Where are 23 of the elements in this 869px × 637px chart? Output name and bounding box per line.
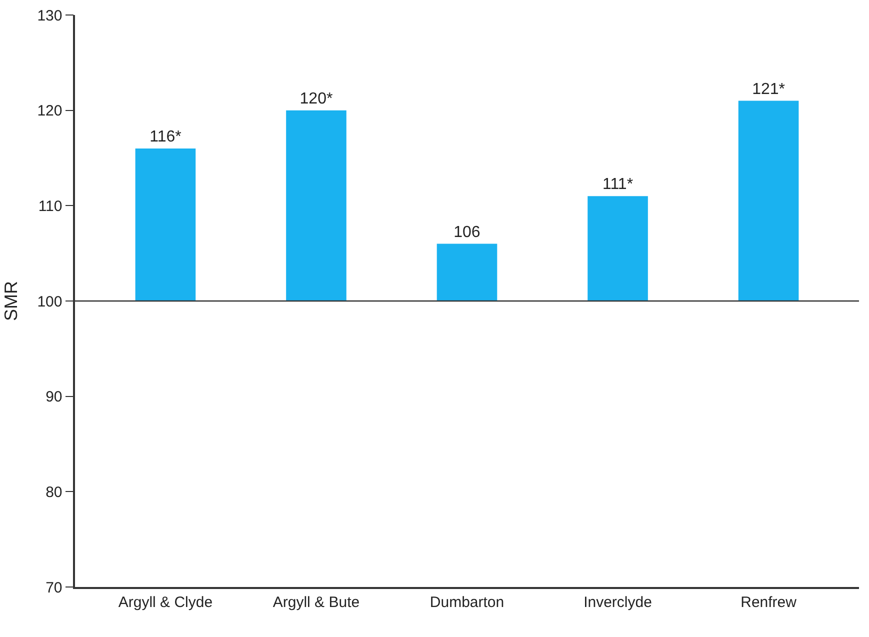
y-tick-label: 120 — [37, 102, 62, 120]
y-tick-label: 90 — [46, 388, 62, 406]
data-label: 120* — [300, 90, 333, 108]
bar — [436, 244, 498, 301]
y-tick-label: 110 — [38, 198, 62, 215]
bar — [286, 110, 346, 301]
y-axis-title: SMR — [0, 281, 21, 321]
y-tick-label: 130 — [37, 7, 62, 24]
data-label: 121* — [752, 80, 785, 98]
data-label: 111* — [602, 176, 634, 194]
data-label: 116* — [150, 128, 182, 146]
bar — [135, 148, 196, 301]
data-label: 106 — [454, 224, 480, 241]
x-tick-label: Argyll & Clyde — [118, 594, 213, 611]
bar — [738, 100, 799, 301]
x-tick-label: Inverclyde — [584, 594, 652, 611]
x-tick-label: Renfrew — [740, 594, 797, 611]
x-tick-label: Argyll & Bute — [272, 594, 360, 611]
y-tick-label: 100 — [37, 293, 62, 310]
x-tick-label: Dumbarton — [430, 594, 504, 611]
bar — [588, 196, 648, 301]
y-tick-label: 70 — [46, 579, 62, 596]
y-tick-label: 80 — [46, 484, 62, 501]
